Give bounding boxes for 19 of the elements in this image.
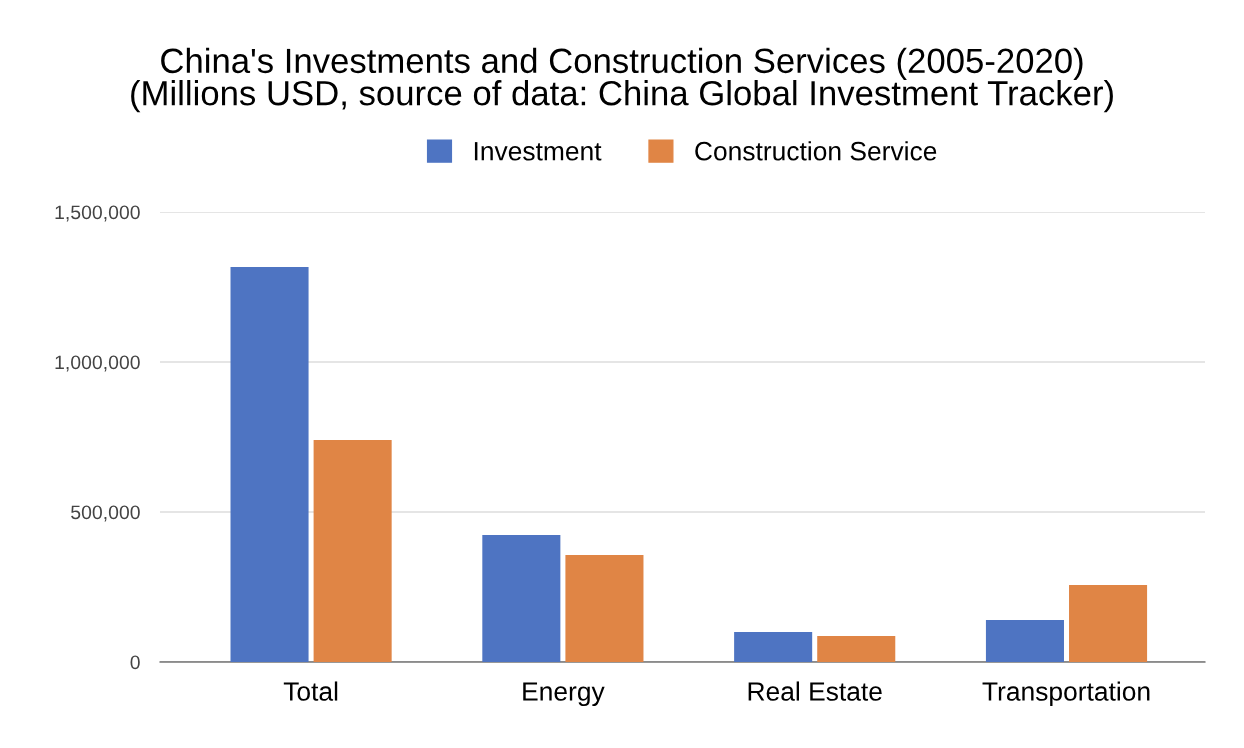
bar <box>565 554 644 662</box>
bar <box>230 266 309 662</box>
chart-title: China's Investments and Construction Services (2005-2020) (Millions USD, source of data: China Global Investment Tracker) <box>131 47 1113 113</box>
bar <box>1069 584 1148 662</box>
y-tick-label: 0 <box>130 655 140 670</box>
bar <box>313 440 392 662</box>
y-tick-label: 1,000,000 <box>55 355 140 372</box>
legend-label: Construction Service <box>695 141 937 161</box>
bar <box>734 632 813 662</box>
bar <box>482 535 561 662</box>
x-tick-label: Transportation <box>982 681 1150 707</box>
bar <box>985 620 1064 662</box>
y-tick-label: 1,500,000 <box>55 205 140 222</box>
legend-label: Investment <box>474 142 602 161</box>
x-tick-label: Total <box>283 681 338 701</box>
y-tick-label: 500,000 <box>71 505 140 522</box>
bar <box>817 635 896 662</box>
x-tick-label: Real Estate <box>748 681 882 701</box>
x-tick-label: Energy <box>523 682 605 707</box>
